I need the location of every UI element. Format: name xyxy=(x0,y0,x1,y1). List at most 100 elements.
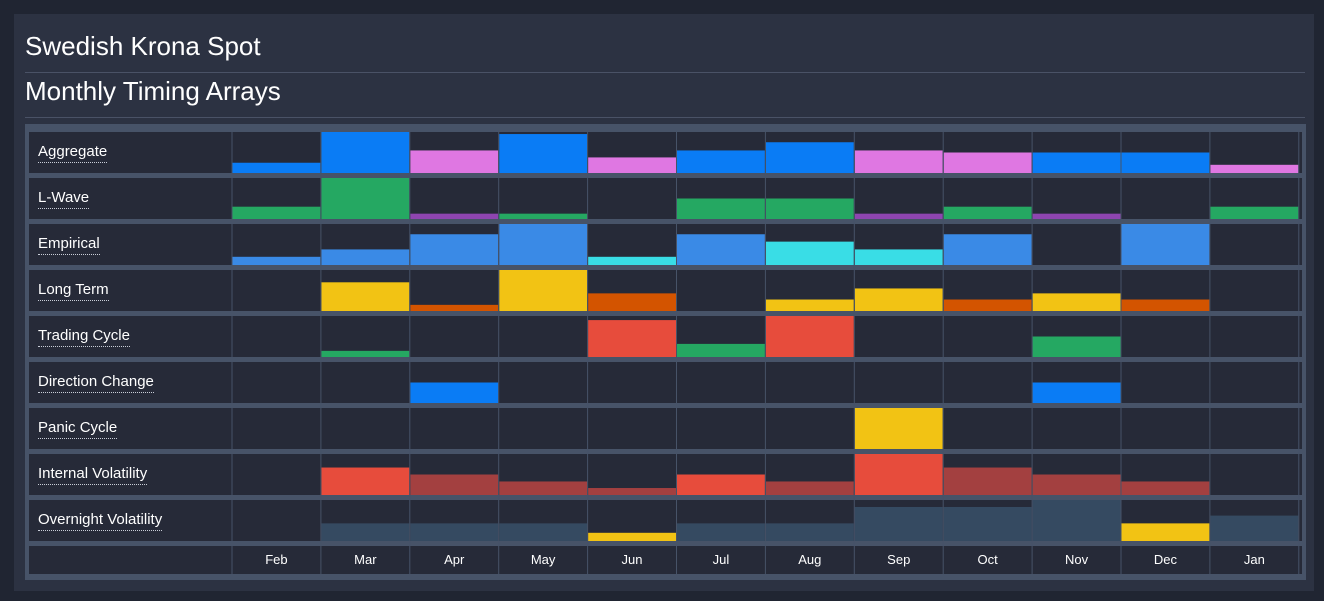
month-axis-background xyxy=(29,546,1302,574)
timing-bar xyxy=(588,320,676,357)
timing-bar xyxy=(410,523,499,541)
timing-bar xyxy=(1210,164,1299,173)
timing-bar xyxy=(765,481,854,495)
month-tick-label: Feb xyxy=(265,552,288,567)
month-tick-label: Jun xyxy=(621,552,643,567)
timing-array-grid: Aggregate L-Wave Empirical Long Term Trading… xyxy=(25,124,1306,580)
timing-bar xyxy=(1210,515,1299,541)
timing-bar xyxy=(943,299,1032,311)
row-label[interactable]: Aggregate xyxy=(38,143,108,163)
page-subtitle: Monthly Timing Arrays xyxy=(25,76,281,106)
timing-bar xyxy=(677,150,765,173)
row-label[interactable]: L-Wave xyxy=(38,189,90,209)
timing-bar xyxy=(588,256,676,265)
timing-bar xyxy=(321,282,410,311)
month-tick-label: Aug xyxy=(798,552,822,567)
timing-bar xyxy=(1032,152,1121,173)
timing-bar xyxy=(677,198,765,219)
timing-bar xyxy=(410,150,499,173)
timing-bar xyxy=(321,178,410,219)
timing-bar xyxy=(499,270,588,311)
month-tick-label: Sep xyxy=(887,552,911,567)
timing-bar xyxy=(677,474,765,495)
row-background xyxy=(29,178,1302,219)
timing-bar xyxy=(410,234,499,265)
timing-array-svg xyxy=(29,132,1302,574)
timing-bar xyxy=(588,293,676,311)
timing-bar xyxy=(1032,474,1121,495)
timing-bar xyxy=(765,523,854,541)
month-tick-label: Oct xyxy=(977,552,998,567)
month-tick-label: May xyxy=(530,552,556,567)
timing-bar xyxy=(854,249,943,265)
timing-bar xyxy=(1032,500,1121,541)
timing-bar xyxy=(854,213,943,219)
timing-bar xyxy=(232,206,321,219)
timing-bar xyxy=(410,474,499,495)
timing-bar xyxy=(677,343,765,357)
timing-bar xyxy=(1121,481,1210,495)
timing-bar xyxy=(1121,523,1210,541)
timing-bar xyxy=(321,523,410,541)
timing-bar xyxy=(1121,299,1210,311)
timing-bar xyxy=(1032,293,1121,311)
subtitle-divider xyxy=(25,117,1305,118)
row-label[interactable]: Empirical xyxy=(38,235,100,255)
timing-bar xyxy=(765,299,854,311)
timing-bar xyxy=(321,249,410,265)
timing-bar xyxy=(321,467,410,495)
timing-bar xyxy=(499,481,588,495)
timing-bar xyxy=(943,234,1032,265)
timing-bar xyxy=(854,454,943,495)
timing-bar xyxy=(410,304,499,311)
timing-bar xyxy=(1032,382,1121,403)
page-title: Swedish Krona Spot xyxy=(25,31,261,61)
timing-bar xyxy=(321,350,410,357)
row-label[interactable]: Panic Cycle xyxy=(38,419,118,439)
row-label[interactable]: Overnight Volatility xyxy=(38,511,163,531)
title-divider xyxy=(25,72,1305,73)
timing-bar xyxy=(410,382,499,403)
row-label[interactable]: Trading Cycle xyxy=(38,327,130,347)
timing-bar xyxy=(1121,152,1210,173)
timing-bar xyxy=(499,224,588,265)
row-label[interactable]: Direction Change xyxy=(38,373,154,393)
timing-bar xyxy=(1121,224,1210,265)
timing-bar xyxy=(677,523,765,541)
timing-bar xyxy=(499,134,588,173)
timing-panel: Swedish Krona Spot Monthly Timing Arrays… xyxy=(14,14,1314,591)
timing-bar xyxy=(1032,213,1121,219)
timing-bar xyxy=(677,234,765,265)
timing-bar xyxy=(854,506,943,541)
timing-bar xyxy=(1210,206,1299,219)
timing-bar xyxy=(588,532,676,541)
timing-bar xyxy=(765,142,854,173)
timing-bar xyxy=(232,162,321,173)
month-tick-label: Dec xyxy=(1153,552,1177,567)
month-tick-label: Mar xyxy=(354,552,377,567)
timing-bar xyxy=(943,506,1032,541)
row-label[interactable]: Long Term xyxy=(38,281,109,301)
timing-bar xyxy=(765,316,854,357)
timing-bar xyxy=(943,152,1032,173)
month-tick-label: Jan xyxy=(1243,552,1265,567)
timing-bar xyxy=(499,523,588,541)
month-tick-label: Jul xyxy=(712,552,730,567)
timing-bar xyxy=(765,241,854,265)
timing-bar xyxy=(588,488,676,495)
timing-bar xyxy=(943,467,1032,495)
timing-bar xyxy=(854,408,943,449)
month-tick-label: Nov xyxy=(1064,552,1089,567)
timing-bar xyxy=(854,288,943,311)
timing-bar xyxy=(765,198,854,219)
timing-bar xyxy=(232,256,321,265)
timing-bar xyxy=(321,132,410,173)
timing-bar xyxy=(410,213,499,219)
timing-bar xyxy=(588,157,676,173)
row-label[interactable]: Internal Volatility xyxy=(38,465,148,485)
timing-bar xyxy=(499,213,588,219)
row-background xyxy=(29,408,1302,449)
timing-bar xyxy=(854,150,943,173)
timing-bar xyxy=(943,206,1032,219)
timing-bar xyxy=(1032,336,1121,357)
